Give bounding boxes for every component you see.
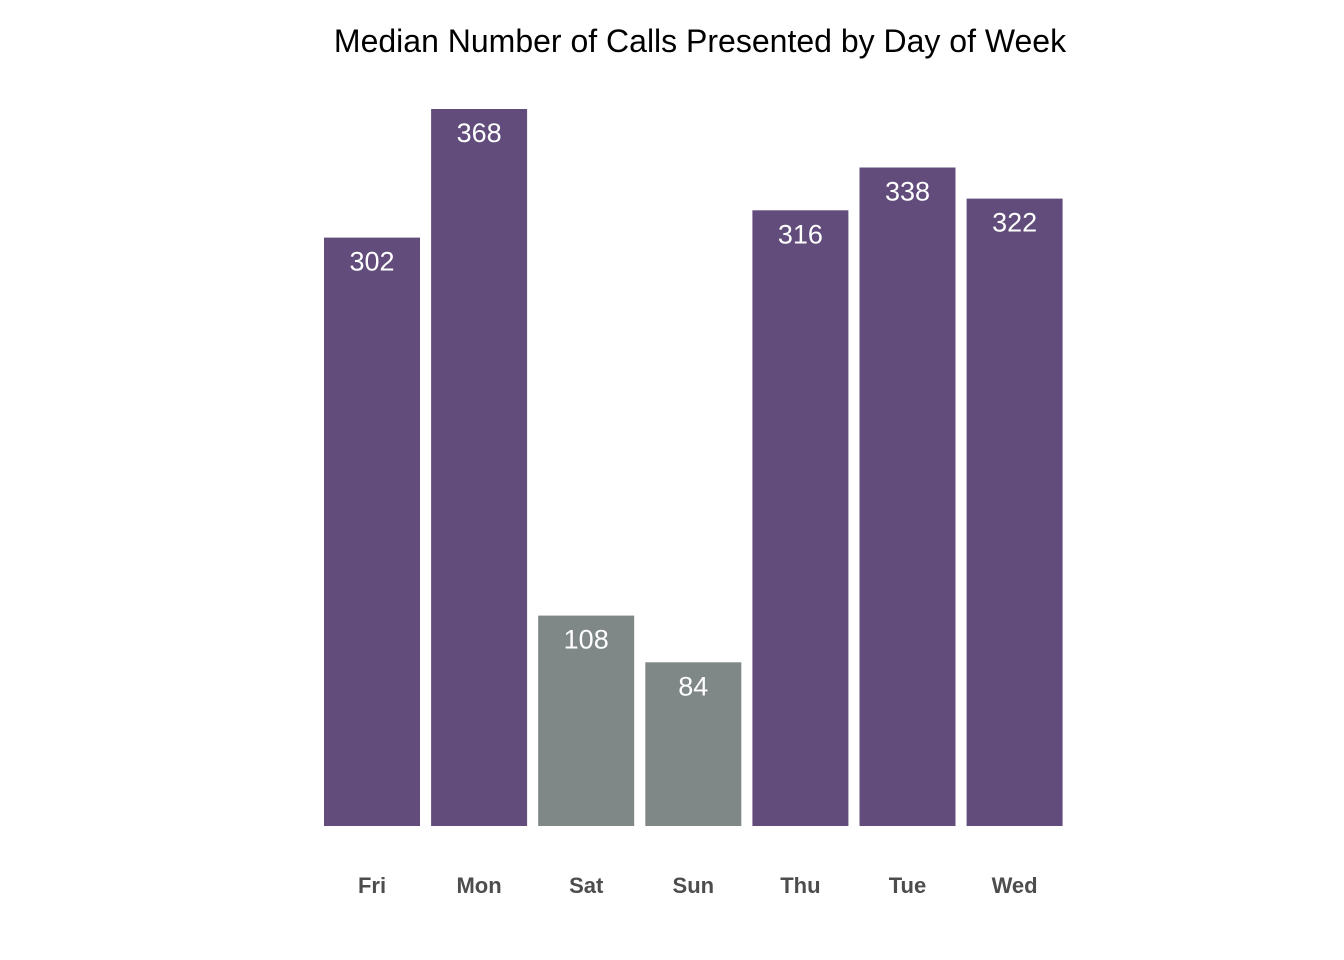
bar-fri	[324, 237, 420, 827]
x-tick-label-wed: Wed	[992, 873, 1038, 898]
x-axis-tick-labels: Fri Mon Sat Sun Thu Tue Wed	[358, 873, 1038, 898]
chart-title: Median Number of Calls Presented by Day …	[334, 23, 1067, 59]
bar-sun	[645, 662, 742, 826]
x-tick-label-sun: Sun	[673, 873, 715, 898]
data-label-tue: 338	[885, 177, 930, 207]
bar-wed	[966, 198, 1063, 827]
bar-mon	[431, 109, 528, 826]
data-label-fri: 302	[349, 247, 394, 277]
x-tick-label-sat: Sat	[569, 873, 604, 898]
data-label-mon: 368	[457, 118, 502, 148]
bar-tue	[859, 167, 956, 826]
data-label-sun: 84	[678, 671, 708, 701]
value-labels-group: 302 368 108 84 316 338 322	[349, 118, 1037, 701]
bars-group	[324, 109, 1063, 827]
bar-thu	[752, 210, 849, 827]
x-tick-label-fri: Fri	[358, 873, 386, 898]
data-label-thu: 316	[778, 219, 823, 249]
data-label-sat: 108	[564, 625, 609, 655]
x-tick-label-thu: Thu	[780, 873, 820, 898]
data-label-wed: 322	[992, 208, 1037, 238]
x-tick-label-mon: Mon	[456, 873, 501, 898]
bar-sat	[538, 615, 635, 826]
x-tick-label-tue: Tue	[889, 873, 926, 898]
